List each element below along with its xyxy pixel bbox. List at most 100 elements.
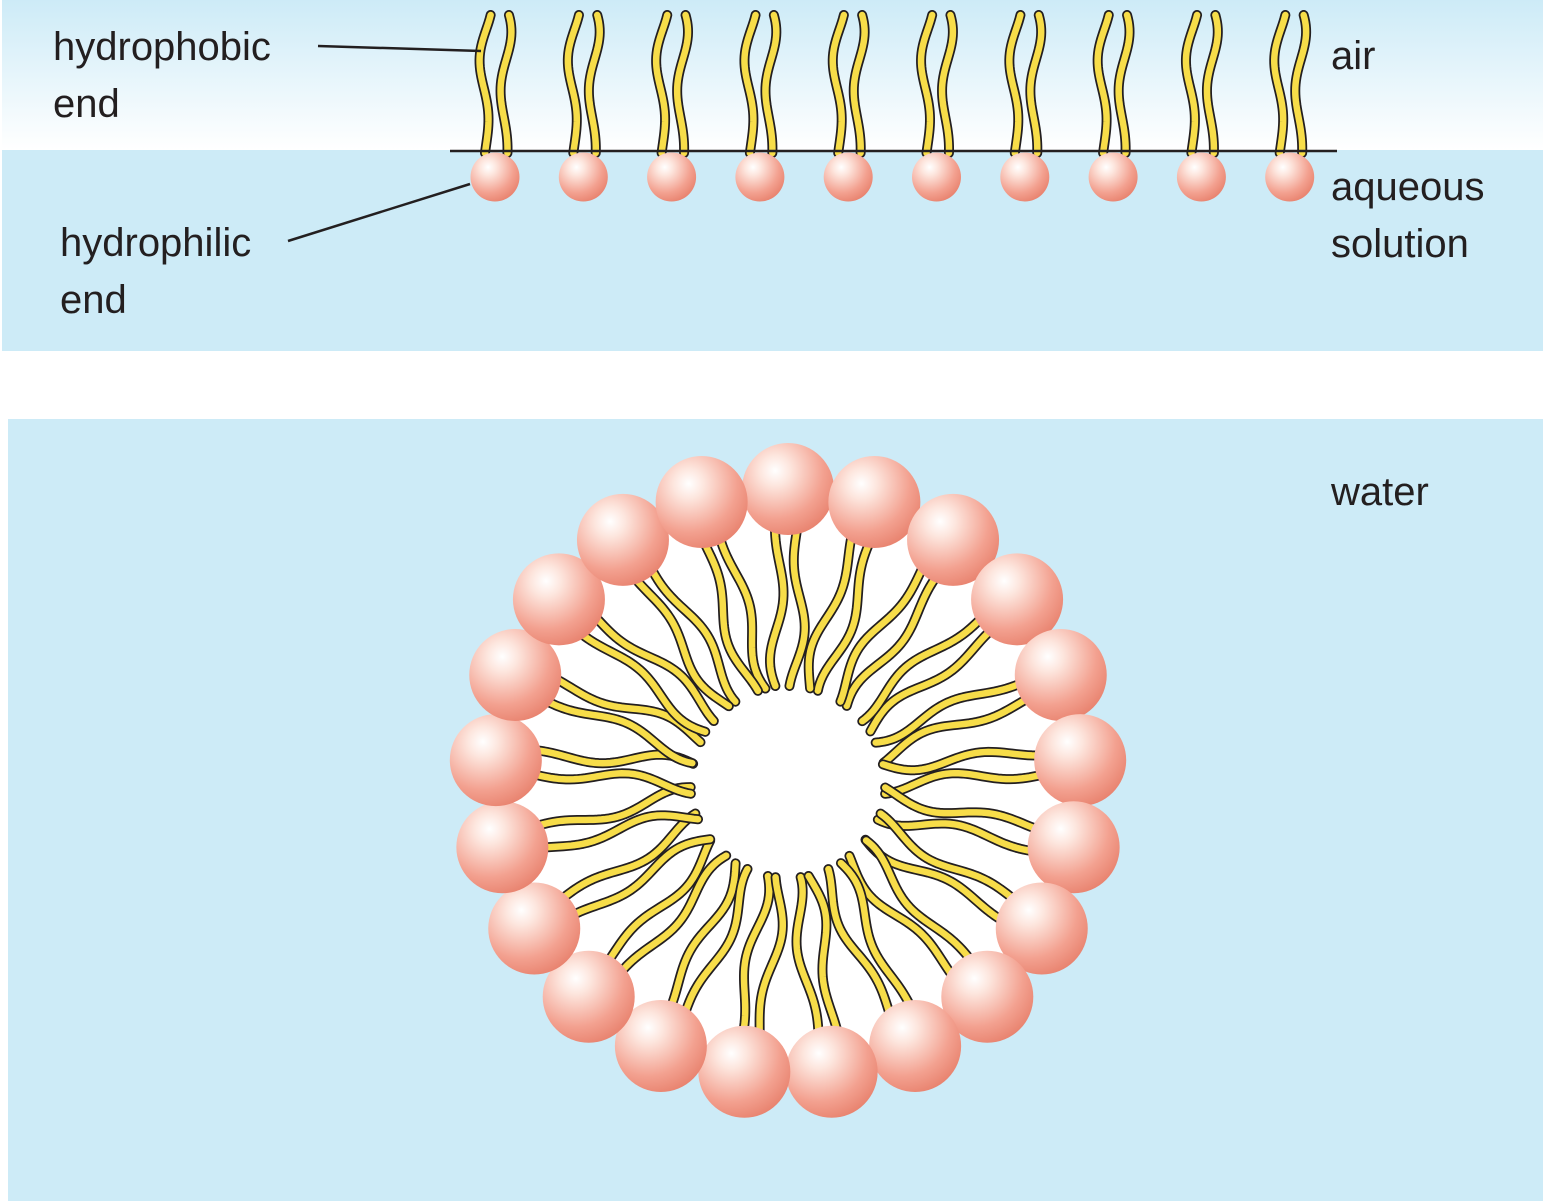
micelle-head xyxy=(542,950,635,1043)
hydrophobic-tail xyxy=(1269,10,1291,158)
micelle-tail xyxy=(784,524,810,691)
monolayer-molecule xyxy=(1000,10,1050,202)
air-label: air xyxy=(1331,34,1375,78)
hydrophobic-tail xyxy=(651,10,673,158)
tail-fill xyxy=(632,576,733,710)
water-label: water xyxy=(1330,470,1429,514)
tail-fill xyxy=(805,872,841,1034)
micelle-tail xyxy=(590,612,719,727)
hydrophobic-tail xyxy=(1092,10,1114,158)
micelle-head xyxy=(1014,628,1107,721)
tail-fill xyxy=(476,11,494,157)
micelle-tail xyxy=(630,574,734,712)
tail-fill xyxy=(867,627,994,735)
micelle-tail xyxy=(603,835,716,966)
micelle-panel: water xyxy=(8,419,1543,1201)
micelle-tail xyxy=(754,872,788,1039)
hydrophobic-tail xyxy=(937,10,958,158)
monolayer-molecule xyxy=(1176,10,1226,202)
tail-fill xyxy=(881,769,1045,798)
tail-fill xyxy=(805,533,855,692)
tail-fill xyxy=(938,11,957,157)
tail-fill xyxy=(673,11,692,157)
hydrophilic-label-line1: hydrophilic xyxy=(60,221,251,265)
tail-fill xyxy=(652,11,671,157)
hydrophobic-tail xyxy=(848,10,870,158)
tail-fill xyxy=(859,615,985,725)
tail-fill xyxy=(825,865,893,1018)
micelle-tail xyxy=(680,864,753,1019)
monolayer-panel: hydrophobic end hydrophilic end air aque… xyxy=(2,0,1543,351)
monolayer-molecules xyxy=(470,10,1315,202)
micelle-tail xyxy=(791,872,824,1039)
hydrophobic-tail xyxy=(1025,10,1047,158)
hydrophobic-tail xyxy=(1113,10,1135,158)
tail-fill xyxy=(681,865,751,1017)
micelle-tail xyxy=(857,613,987,727)
micelle-head xyxy=(907,493,1000,586)
micelle-tail xyxy=(861,835,975,964)
micelle-tail xyxy=(646,563,741,707)
micelle-head xyxy=(828,456,921,549)
micelle-tail xyxy=(765,524,789,691)
micelle-tail xyxy=(841,571,942,711)
hydrophilic-head xyxy=(1000,152,1050,202)
micelle-head xyxy=(488,882,581,975)
micelle-tail xyxy=(538,810,704,853)
micelle-head xyxy=(742,443,834,535)
monolayer-molecule xyxy=(735,10,785,202)
tail-fill xyxy=(569,835,714,919)
monolayer-molecule xyxy=(912,10,961,202)
micelle-tail xyxy=(877,746,1045,776)
tail-fill xyxy=(497,11,515,157)
tail-fill xyxy=(741,11,759,157)
micelle-head xyxy=(1027,801,1120,894)
hydrophilic-head xyxy=(1088,152,1138,202)
tail-fill xyxy=(881,784,1041,833)
micelle-head xyxy=(469,628,562,721)
tail-fill xyxy=(829,11,848,157)
tail-fill xyxy=(1270,11,1289,157)
hydrophilic-head xyxy=(1176,152,1226,202)
tail-fill xyxy=(701,539,762,695)
micelle-tail xyxy=(567,834,716,921)
hydrophobic-tail xyxy=(827,10,849,158)
hydrophobic-tail xyxy=(739,10,761,158)
aqueous-label-line1: aqueous xyxy=(1331,165,1484,209)
micelle-tail xyxy=(875,808,1018,904)
tail-fill xyxy=(617,852,730,976)
micelle-head xyxy=(456,801,549,894)
tail-fill xyxy=(879,748,1043,774)
micelle-tail xyxy=(835,562,928,707)
micelle-tail xyxy=(835,858,915,1010)
tail-fill xyxy=(1291,11,1310,157)
micelle-head xyxy=(698,1025,791,1118)
hydrophilic-head xyxy=(912,152,961,202)
micelle-tail xyxy=(880,768,1047,799)
hydrophilic-head xyxy=(558,152,608,202)
tail-fill xyxy=(793,873,822,1037)
tail-fill xyxy=(564,11,583,157)
monolayer-molecule xyxy=(470,10,520,202)
tail-fill xyxy=(578,631,709,736)
micelle-tail xyxy=(865,625,996,737)
micelle-head xyxy=(995,882,1088,975)
tail-fill xyxy=(716,534,769,692)
micelle-tail xyxy=(738,871,775,1037)
micelle-tail xyxy=(870,678,1027,748)
tail-fill xyxy=(740,872,773,1035)
tail-fill xyxy=(535,783,694,829)
tail-fill xyxy=(1027,11,1045,157)
tail-fill xyxy=(766,525,787,690)
tail-fill xyxy=(559,810,699,902)
tail-fill xyxy=(843,573,940,710)
hydrophobic-label-line2: end xyxy=(53,82,120,126)
tail-fill xyxy=(531,770,695,797)
monolayer-molecule xyxy=(558,10,608,202)
micelle-tail xyxy=(715,533,771,694)
micelle-head xyxy=(1034,714,1127,807)
micelle-head xyxy=(655,456,748,549)
tail-fill xyxy=(814,539,873,694)
hydrophilic-leader-line xyxy=(287,182,471,243)
tail-fill xyxy=(756,873,787,1037)
